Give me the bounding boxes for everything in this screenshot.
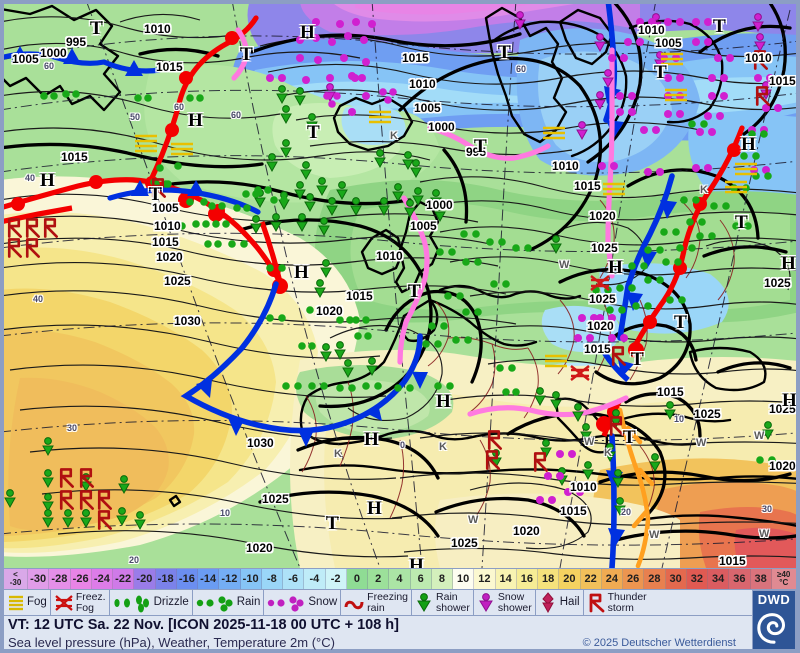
temp-cell-8[interactable]: 8 xyxy=(431,569,453,589)
legend-item-snow[interactable]: Snow xyxy=(264,590,342,615)
freezing-fog-icon xyxy=(54,593,74,613)
temp-cell--12[interactable]: -12 xyxy=(219,569,241,589)
temp-cell--2[interactable]: -2 xyxy=(325,569,347,589)
temp-cell--10[interactable]: -10 xyxy=(240,569,262,589)
temp-cell-0[interactable]: 0 xyxy=(346,569,368,589)
temp-cell-above-max[interactable]: ≥40 °C xyxy=(771,569,796,589)
snow-shower-icon xyxy=(477,592,496,613)
temp-cell-30[interactable]: 30 xyxy=(665,569,687,589)
temp-cell-18[interactable]: 18 xyxy=(538,569,560,589)
legend-label-thunderstorm: Thunder storm xyxy=(607,590,647,614)
parameters-line: Sea level pressure (hPa), Weather, Tempe… xyxy=(8,635,335,650)
legend-item-hail[interactable]: Hail xyxy=(536,590,584,615)
temp-cell-below-min[interactable]: < -30 xyxy=(4,569,28,589)
temp-cell-24[interactable]: 24 xyxy=(601,569,623,589)
dwd-logo[interactable]: DWD xyxy=(752,590,796,650)
drizzle-icon xyxy=(113,593,152,613)
legend-label-fog: Fog xyxy=(27,595,47,608)
legend-label-snow: Snow xyxy=(308,595,338,608)
temp-cell--6[interactable]: -6 xyxy=(283,569,305,589)
hail-icon xyxy=(539,592,558,613)
temp-cell-12[interactable]: 12 xyxy=(474,569,496,589)
temp-cell-14[interactable]: 14 xyxy=(495,569,517,589)
legend-item-thunderstorm[interactable]: Thunder storm xyxy=(584,590,650,615)
weather-map-canvas[interactable]: 1005 995 1000 1010 1015 1015 1015 1010 1005 1000 9… xyxy=(0,0,800,568)
legend-label-rain-shower: Rain shower xyxy=(436,590,470,614)
map-graphics xyxy=(4,4,796,568)
snow-icon xyxy=(267,593,306,613)
temp-cell--18[interactable]: -18 xyxy=(155,569,177,589)
temp-cell--24[interactable]: -24 xyxy=(91,569,113,589)
temperature-colour-scale[interactable]: < -30 -30 -28 -26 -24 -22 -20 -18 -16 -14 -12 -10 -8-… xyxy=(4,569,796,590)
temp-cell-10[interactable]: 10 xyxy=(453,569,475,589)
temp-cell-4[interactable]: 4 xyxy=(389,569,411,589)
temp-cell-22[interactable]: 22 xyxy=(580,569,602,589)
legend-label-snow-shower: Snow shower xyxy=(497,590,532,614)
temp-cell-28[interactable]: 28 xyxy=(644,569,666,589)
dwd-wordmark: DWD xyxy=(757,592,791,607)
legend-panel: < -30 -30 -28 -26 -24 -22 -20 -18 -16 -14 -12 -10 -8-… xyxy=(0,568,800,653)
copyright-text: © 2025 Deutscher Wetterdienst xyxy=(582,637,736,649)
temp-cell-20[interactable]: 20 xyxy=(559,569,581,589)
legend-item-rain-shower[interactable]: Rain shower xyxy=(412,590,474,615)
temp-cell--30[interactable]: -30 xyxy=(28,569,50,589)
fog-icon xyxy=(7,593,25,613)
legend-item-freezing-rain[interactable]: Freezing rain xyxy=(341,590,413,615)
temp-cell-26[interactable]: 26 xyxy=(623,569,645,589)
valid-time-line: VT: 12 UTC Sa. 22 Nov. [ICON 2025-11-18 … xyxy=(8,617,399,633)
legend-item-rain[interactable]: Rain xyxy=(193,590,265,615)
temp-cell-16[interactable]: 16 xyxy=(516,569,538,589)
temp-cell-32[interactable]: 32 xyxy=(686,569,708,589)
temp-cell-38[interactable]: 38 xyxy=(750,569,772,589)
temp-cell--22[interactable]: -22 xyxy=(113,569,135,589)
legend-label-freezing-rain: Freezing rain xyxy=(367,590,409,614)
legend-label-rain: Rain xyxy=(236,595,261,608)
freezing-rain-icon xyxy=(344,593,365,613)
thunderstorm-icon xyxy=(587,592,606,613)
legend-item-drizzle[interactable]: Drizzle xyxy=(110,590,193,615)
temp-cell--4[interactable]: -4 xyxy=(304,569,326,589)
temp-cell-6[interactable]: 6 xyxy=(410,569,432,589)
temp-cell--16[interactable]: -16 xyxy=(176,569,198,589)
temp-cell--14[interactable]: -14 xyxy=(198,569,220,589)
temp-cell-34[interactable]: 34 xyxy=(708,569,730,589)
legend-label-freezing-fog: Freez. Fog xyxy=(75,590,106,614)
weather-symbol-legend: Fog Freez. Fog Drizzle Rain Snow Freezing rain R… xyxy=(4,590,796,616)
rain-shower-icon xyxy=(415,592,434,613)
rain-icon xyxy=(196,593,235,613)
legend-label-hail: Hail xyxy=(559,595,580,608)
legend-label-drizzle: Drizzle xyxy=(153,595,189,608)
temp-cell-2[interactable]: 2 xyxy=(368,569,390,589)
temp-cell-36[interactable]: 36 xyxy=(729,569,751,589)
temp-cell--20[interactable]: -20 xyxy=(134,569,156,589)
legend-item-fog[interactable]: Fog xyxy=(4,590,51,615)
temp-cell--28[interactable]: -28 xyxy=(49,569,71,589)
dwd-spiral-icon xyxy=(757,613,786,644)
legend-item-snow-shower[interactable]: Snow shower xyxy=(474,590,536,615)
temp-cell--8[interactable]: -8 xyxy=(261,569,283,589)
legend-item-freezing-fog[interactable]: Freez. Fog xyxy=(51,590,110,615)
temp-cell--26[interactable]: -26 xyxy=(70,569,92,589)
